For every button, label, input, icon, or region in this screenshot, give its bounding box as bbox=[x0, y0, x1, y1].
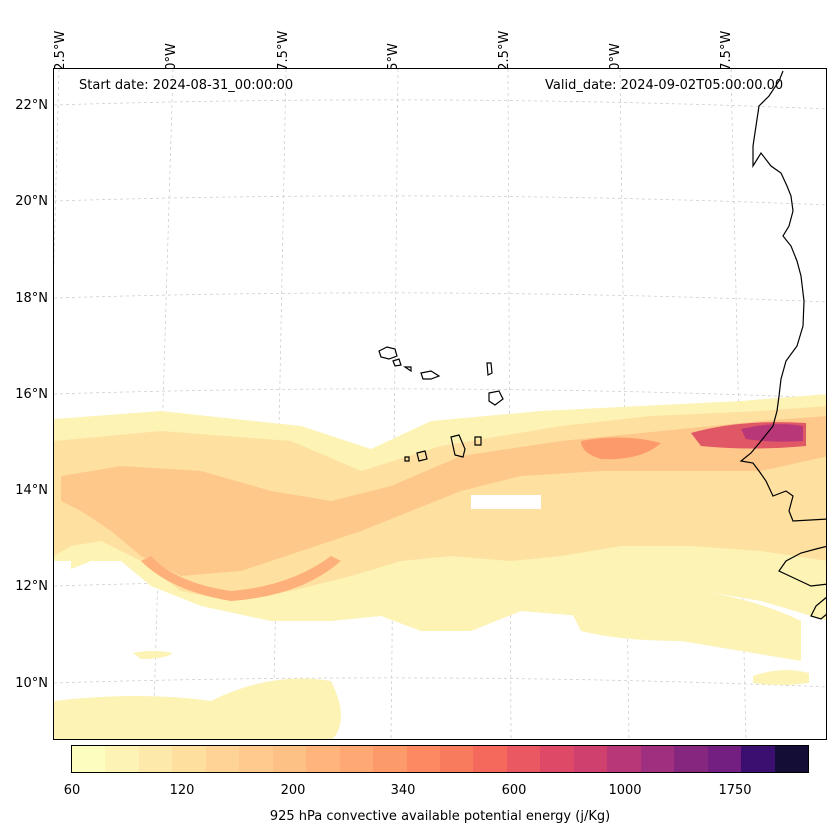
cape-verde-santo-antao bbox=[378, 346, 398, 360]
colorbar-swatch-17 bbox=[640, 746, 675, 772]
cape-patch-south bbox=[561, 583, 801, 661]
colorbar-tick-1750: 1750 bbox=[718, 783, 752, 798]
start-date: Start date: 2024-08-31_00:00:00 bbox=[79, 78, 294, 93]
colorbar bbox=[71, 745, 809, 773]
map-canvas bbox=[54, 69, 826, 739]
lat-label-18n: 18°N bbox=[15, 291, 48, 306]
lat-label-20n: 20°N bbox=[15, 194, 48, 209]
lat-label-14n: 14°N bbox=[15, 483, 48, 498]
colorbar-swatch-0 bbox=[72, 746, 106, 772]
cape-gap-1 bbox=[471, 495, 541, 509]
colorbar-swatch-21 bbox=[774, 746, 808, 772]
colorbar-swatch-1 bbox=[105, 746, 139, 772]
cape-verde-sao-vicente bbox=[392, 358, 402, 367]
colorbar-tick-340: 340 bbox=[390, 783, 416, 798]
cape-verde-sal bbox=[486, 362, 493, 376]
colorbar-swatch-12 bbox=[473, 746, 507, 772]
colorbar-swatch-2 bbox=[138, 746, 173, 772]
colorbar-swatch-19 bbox=[707, 746, 742, 772]
lat-label-12n: 12°N bbox=[15, 579, 48, 594]
cape-verde-santiago bbox=[450, 434, 466, 458]
cape-band-arc bbox=[141, 556, 341, 601]
cape-verde-boa-vista bbox=[488, 390, 504, 406]
colorbar-swatch-20 bbox=[741, 746, 775, 772]
map-panel[interactable] bbox=[53, 68, 827, 740]
colorbar-swatch-13 bbox=[506, 746, 541, 772]
cape-patch-southwest bbox=[54, 678, 341, 739]
lat-label-16n: 16°N bbox=[15, 387, 48, 402]
colorbar-swatch-15 bbox=[573, 746, 608, 772]
colorbar-swatch-5 bbox=[239, 746, 273, 772]
lat-label-22n: 22°N bbox=[15, 98, 48, 113]
colorbar-swatch-9 bbox=[373, 746, 407, 772]
cape-verde-sao-nicolau bbox=[420, 370, 441, 380]
cape-core-west bbox=[581, 437, 661, 460]
colorbar-swatch-7 bbox=[306, 746, 340, 772]
cape-gap-2 bbox=[54, 561, 71, 576]
guinea-bissau-coast bbox=[778, 545, 826, 587]
cape-patch-small bbox=[133, 651, 173, 659]
colorbar-tick-120: 120 bbox=[169, 783, 195, 798]
cape-field bbox=[54, 394, 826, 739]
cape-patch-southeast bbox=[753, 670, 809, 685]
colorbar-swatch-3 bbox=[172, 746, 206, 772]
colorbar-label: 925 hPa convective available potential e… bbox=[269, 809, 611, 824]
colorbar-tick-1000: 1000 bbox=[608, 783, 642, 798]
cape-verde-brava bbox=[404, 456, 410, 462]
colorbar-tick-600: 600 bbox=[501, 783, 527, 798]
guinea-coast bbox=[810, 596, 826, 620]
cape-core-peak bbox=[741, 424, 803, 442]
cape-verde-santa-luzia bbox=[403, 366, 412, 373]
colorbar-tick-200: 200 bbox=[280, 783, 306, 798]
colorbar-swatch-6 bbox=[272, 746, 307, 772]
colorbar-tick-60: 60 bbox=[63, 783, 81, 798]
lat-label-10n: 10°N bbox=[15, 676, 48, 691]
cape-verde-maio bbox=[474, 436, 482, 446]
colorbar-swatch-14 bbox=[540, 746, 574, 772]
valid-date: Valid_date: 2024-09-02T05:00:00.00 bbox=[545, 78, 784, 93]
cape-verde-fogo bbox=[416, 450, 428, 462]
coastlines bbox=[378, 70, 826, 620]
africa-coastline bbox=[739, 70, 826, 522]
colorbar-swatch-4 bbox=[205, 746, 240, 772]
colorbar-swatch-8 bbox=[339, 746, 374, 772]
colorbar-swatch-10 bbox=[406, 746, 440, 772]
colorbar-swatch-16 bbox=[607, 746, 641, 772]
colorbar-swatch-11 bbox=[439, 746, 474, 772]
colorbar-swatch-18 bbox=[674, 746, 708, 772]
